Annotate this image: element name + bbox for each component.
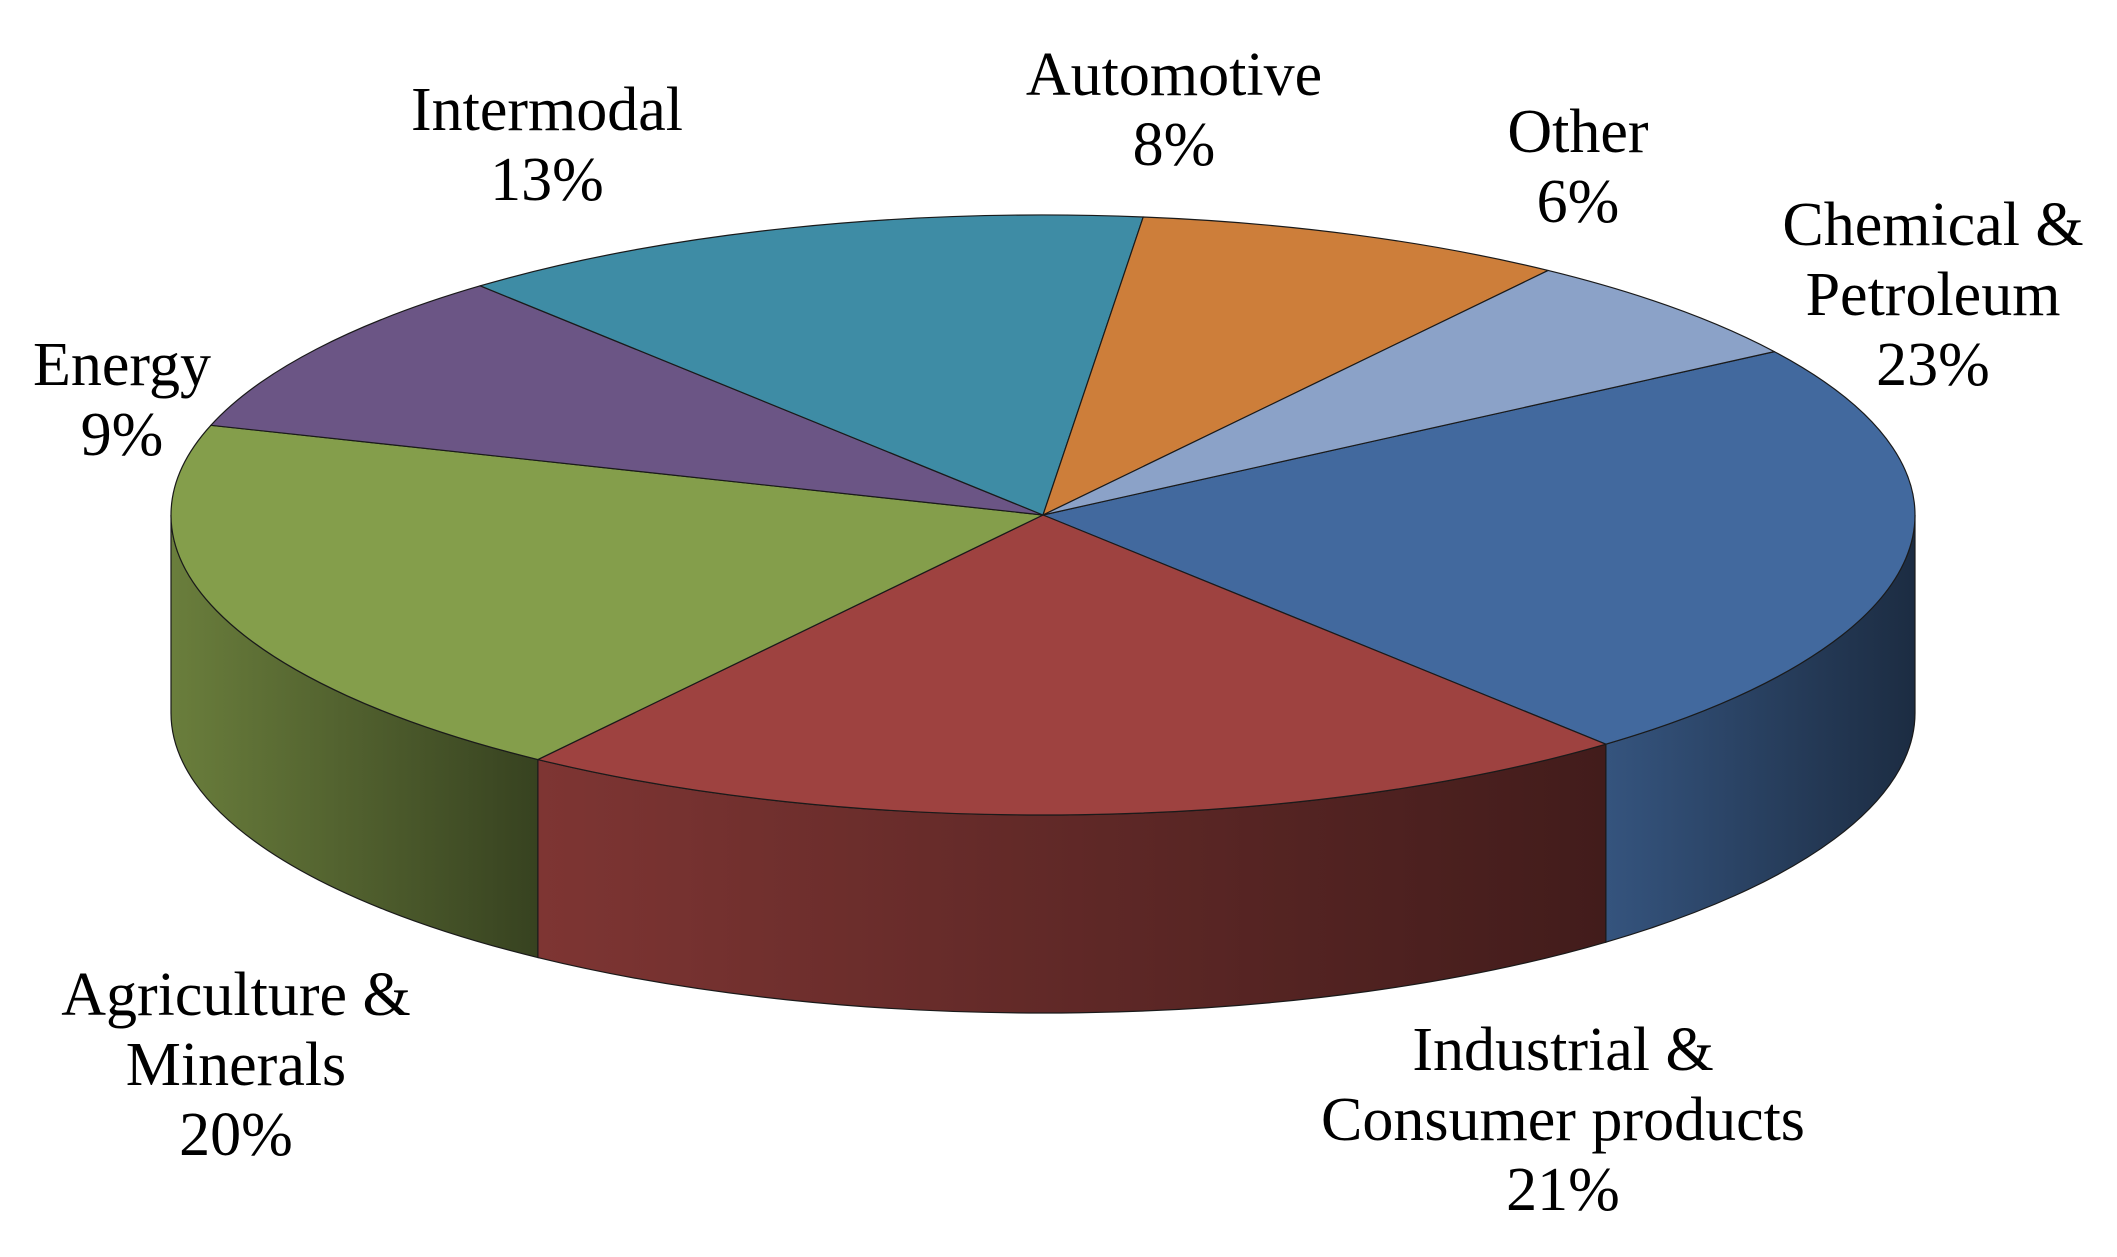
pie-value-label-chemical: 23% [1876, 331, 1990, 399]
pie-label-industrial: Industrial & Consumer products 21% [1321, 1016, 1805, 1224]
pie-slice-intermodal [479, 214, 1144, 516]
pie-value-label-intermodal: 13% [490, 146, 604, 214]
pie-slice-energy [210, 285, 1044, 516]
pie-value-label-industrial: 21% [1506, 1156, 1620, 1224]
pie-top-faces [170, 214, 1916, 816]
pie-slice-other [1042, 269, 1775, 516]
pie-value-label-agriculture: 20% [179, 1101, 293, 1169]
pie-category-label-agriculture: Minerals [126, 1031, 346, 1099]
pie-category-label-energy: Energy [33, 331, 211, 399]
pie-labels: Chemical & Petroleum 23% Industrial & Consum… [33, 41, 2084, 1224]
pie-value-label-energy: 9% [81, 401, 164, 469]
pie-label-intermodal: Intermodal 13% [411, 76, 683, 214]
pie-category-label-other: Other [1507, 98, 1649, 166]
pie-category-label-intermodal: Intermodal [411, 76, 683, 144]
pie-slice-chemical [1042, 351, 1916, 745]
pie-category-label-chemical: Petroleum [1806, 261, 2061, 329]
pie-label-chemical: Chemical & Petroleum 23% [1782, 191, 2083, 399]
pie-category-label-industrial: Industrial & [1412, 1016, 1713, 1084]
pie-value-label-automotive: 8% [1133, 111, 1216, 179]
pie-category-label-agriculture: Agriculture & [61, 961, 411, 1029]
pie-category-label-automotive: Automotive [1026, 41, 1322, 109]
pie-category-label-chemical: Chemical & [1782, 191, 2083, 259]
pie-slice-industrial [537, 514, 1607, 816]
pie-slice-automotive [1042, 216, 1549, 516]
pie-label-agriculture: Agriculture & Minerals 20% [61, 961, 411, 1169]
pie-label-energy: Energy 9% [33, 331, 211, 469]
pie-category-label-industrial: Consumer products [1321, 1086, 1805, 1154]
pie-side-walls [170, 514, 1916, 1014]
pie-label-automotive: Automotive 8% [1026, 41, 1322, 179]
pie-label-other: Other 6% [1507, 98, 1649, 236]
pie-slice-agriculture [170, 424, 1044, 761]
pie-value-label-other: 6% [1537, 168, 1620, 236]
